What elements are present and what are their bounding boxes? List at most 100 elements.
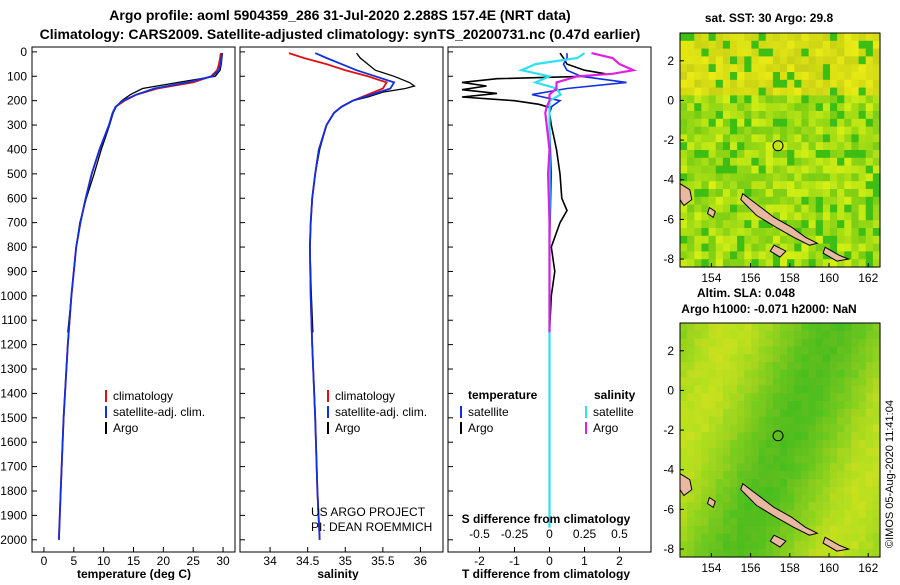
map-cell: [737, 385, 745, 394]
map-cell: [765, 385, 774, 394]
map-cell: [787, 401, 795, 410]
map-cell: [851, 251, 860, 260]
map-cell: [722, 338, 731, 347]
map-cell: [772, 432, 781, 441]
map-cell: [837, 64, 845, 73]
map-cell: [815, 385, 824, 394]
map-cell: [830, 150, 838, 159]
map-cell: [730, 323, 738, 332]
map-cell: [837, 157, 845, 167]
island-shape: [769, 534, 787, 548]
map-cell: [872, 87, 881, 96]
map-cell: [687, 126, 695, 135]
map-cell: [701, 479, 710, 488]
map-cell: [865, 440, 874, 449]
map-cell: [858, 525, 867, 535]
map-cell: [822, 79, 831, 89]
map-cell: [730, 502, 738, 511]
map-cell: [694, 189, 702, 198]
map-cell: [758, 354, 767, 363]
map-cell: [722, 362, 731, 371]
map-cell: [722, 126, 731, 135]
map-cell: [808, 134, 817, 143]
temperature-tick-label: 5: [70, 554, 77, 568]
temperature-x-axis: 0 5 10 15 20 25 30: [41, 547, 230, 568]
map-cell: [801, 502, 810, 511]
map-cell: [844, 447, 852, 457]
map-cell: [851, 502, 860, 511]
map-cell: [787, 447, 795, 457]
map-cell: [722, 440, 731, 449]
map-cell: [815, 518, 824, 527]
map-cell: [765, 118, 774, 128]
map-cell: [694, 479, 702, 488]
map-cell: [801, 259, 810, 268]
map-cell: [851, 126, 860, 135]
map-cell: [858, 189, 867, 198]
map-cell: [722, 181, 731, 190]
map-cell: [744, 72, 752, 81]
map-cell: [865, 157, 874, 167]
map-cell: [822, 486, 831, 496]
map-cell: [787, 549, 795, 558]
map-cell: [722, 346, 731, 355]
map-cell: [687, 549, 695, 558]
map-cell: [730, 377, 738, 386]
map-cell: [772, 369, 781, 379]
map-cell: [715, 354, 724, 363]
map-cell: [837, 354, 845, 363]
map-cell: [694, 408, 702, 418]
map-cell: [801, 541, 810, 550]
salinity-tick-label: 36: [414, 554, 428, 568]
map-cell: [744, 142, 752, 151]
map-cell: [865, 408, 874, 418]
map-cell: [794, 447, 802, 457]
map-cell: [708, 150, 717, 159]
map-cell: [801, 79, 810, 89]
map-cell: [865, 56, 874, 65]
legend-label-s-argo: Argo: [593, 421, 619, 435]
map-cell: [822, 479, 831, 488]
map-cell: [787, 259, 795, 268]
map-cell: [744, 447, 752, 457]
map-cell: [758, 95, 767, 104]
map-cell: [694, 95, 702, 104]
map-cell: [865, 393, 874, 402]
map-cell: [737, 79, 745, 89]
map-cell: [708, 189, 717, 198]
map-cell: [815, 479, 824, 488]
map-cell: [830, 494, 838, 503]
map-cell: [801, 243, 810, 252]
map-cell: [744, 235, 752, 245]
map-cell: [808, 118, 817, 128]
map-cell: [687, 533, 695, 542]
map-cell: [708, 424, 717, 433]
map-cell: [708, 323, 717, 332]
map-cell: [822, 502, 831, 511]
map-cell: [744, 385, 752, 394]
map-cell: [858, 479, 867, 488]
map-cell: [765, 369, 774, 379]
map-cell: [737, 40, 745, 50]
map-cell: [808, 103, 817, 112]
map-cell: [730, 212, 738, 221]
map-cell: [758, 362, 767, 371]
map-cell: [730, 142, 738, 151]
map-cell: [801, 165, 810, 174]
map-cell: [751, 385, 760, 394]
map-cell: [808, 142, 817, 151]
map-cell: [694, 173, 702, 182]
map-cell: [758, 103, 767, 112]
map-cell: [837, 103, 845, 112]
map-cell: [751, 471, 760, 480]
map-cell: [744, 173, 752, 182]
map-cell: [772, 479, 781, 488]
map-cell: [801, 510, 810, 519]
map-cell: [822, 95, 831, 104]
map-cell: [751, 518, 760, 527]
temperature-satellite-line: [58, 52, 223, 540]
map-cell: [772, 56, 781, 65]
map-cell: [744, 502, 752, 511]
map-cell: [701, 330, 710, 340]
map-cell: [730, 354, 738, 363]
